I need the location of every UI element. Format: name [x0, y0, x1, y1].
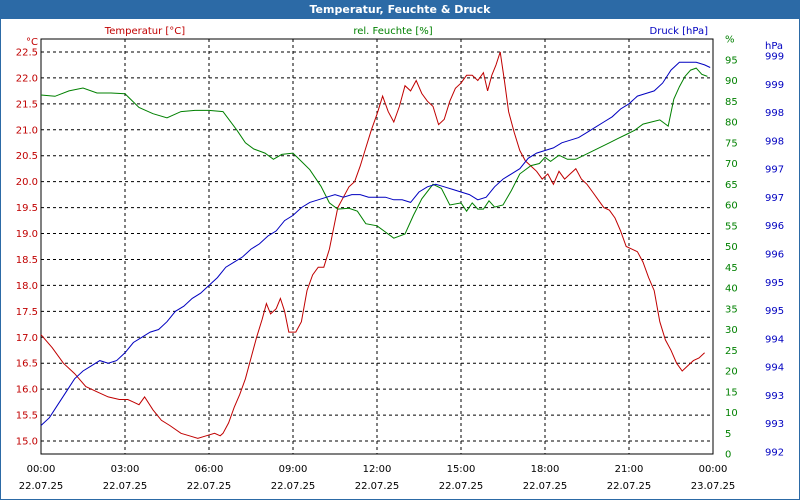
x-tick-time: 21:00 — [615, 464, 644, 475]
x-tick-time: 12:00 — [363, 464, 392, 475]
pressure-tick-label: 995 — [765, 278, 784, 289]
x-tick-date: 22.07.25 — [187, 481, 232, 492]
humidity-series-line — [40, 67, 708, 239]
humidity-tick-label: 75 — [725, 138, 738, 149]
pressure-tick-label: 996 — [765, 250, 784, 261]
temperature-tick-label: 20.0 — [16, 177, 38, 188]
x-tick-date: 22.07.25 — [103, 481, 148, 492]
temperature-tick-label: 16.5 — [16, 359, 38, 370]
humidity-tick-label: 55 — [725, 221, 738, 232]
x-tick-date: 22.07.25 — [439, 481, 484, 492]
temperature-series-line — [40, 51, 705, 439]
humidity-tick-label: 60 — [725, 201, 738, 212]
x-tick-time: 18:00 — [531, 464, 560, 475]
temperature-tick-label: 22.5 — [16, 47, 38, 58]
humidity-tick-label: 95 — [725, 55, 738, 66]
humidity-tick-label: 45 — [725, 263, 738, 274]
temperature-tick-label: 17.0 — [16, 333, 38, 344]
temperature-tick-label: 21.5 — [16, 99, 38, 110]
x-tick-date: 22.07.25 — [523, 481, 568, 492]
temperature-tick-label: 18.0 — [16, 281, 38, 292]
pressure-tick-label: 998 — [765, 136, 784, 147]
humidity-tick-label: 35 — [725, 304, 738, 315]
x-tick-date: 23.07.25 — [691, 481, 736, 492]
humidity-tick-label: 65 — [725, 180, 738, 191]
humidity-tick-label: 0 — [725, 450, 731, 461]
temperature-unit-label: °C — [26, 37, 38, 48]
pressure-tick-label: 994 — [765, 334, 784, 345]
pressure-tick-label: 999 — [765, 80, 784, 91]
pressure-tick-label: 998 — [765, 108, 784, 119]
humidity-tick-label: 80 — [725, 118, 738, 129]
temperature-tick-label: 20.5 — [16, 151, 38, 162]
humidity-tick-label: 15 — [725, 387, 738, 398]
temperature-tick-label: 18.5 — [16, 255, 38, 266]
legend-pressure: Druck [hPa] — [650, 26, 709, 37]
weather-chart: 15.0 15.5 16.0 16.5 17.0 17.5 18.0 18.5 19.0 19.5… — [16, 26, 784, 492]
x-tick-date: 22.07.25 — [271, 481, 316, 492]
x-tick-time: 09:00 — [279, 464, 308, 475]
chart-area: 15.0 15.5 16.0 16.5 17.0 17.5 18.0 18.5 19.0 19.5… — [1, 19, 799, 499]
legend-humidity: rel. Feuchte [%] — [353, 26, 432, 37]
x-tick-time: 00:00 — [699, 464, 728, 475]
humidity-tick-label: 85 — [725, 97, 738, 108]
x-tick-time: 00:00 — [27, 464, 56, 475]
x-tick-time: 06:00 — [195, 464, 224, 475]
pressure-tick-label: 995 — [765, 306, 784, 317]
pressure-tick-label: 999 — [765, 52, 784, 63]
temperature-tick-label: 15.0 — [16, 437, 38, 448]
temperature-tick-label: 21.0 — [16, 125, 38, 136]
humidity-tick-label: 40 — [725, 284, 738, 295]
humidity-tick-label: 5 — [725, 429, 731, 440]
pressure-tick-label: 993 — [765, 419, 784, 430]
x-tick-date: 22.07.25 — [355, 481, 400, 492]
temperature-tick-label: 16.0 — [16, 385, 38, 396]
pressure-tick-label: 992 — [765, 448, 784, 459]
x-tick-date: 22.07.25 — [607, 481, 652, 492]
pressure-tick-label: 997 — [765, 193, 784, 204]
humidity-tick-label: 90 — [725, 76, 738, 87]
humidity-tick-label: 70 — [725, 159, 738, 170]
humidity-tick-label: 25 — [725, 346, 738, 357]
pressure-unit-label: hPa — [765, 41, 783, 52]
legend-temperature: Temperatur [°C] — [104, 26, 185, 37]
pressure-tick-label: 997 — [765, 165, 784, 176]
temperature-tick-label: 19.5 — [16, 203, 38, 214]
temperature-tick-label: 17.5 — [16, 307, 38, 318]
humidity-tick-label: % — [725, 35, 735, 46]
x-tick-time: 15:00 — [447, 464, 476, 475]
pressure-tick-label: 996 — [765, 221, 784, 232]
temperature-tick-label: 22.0 — [16, 73, 38, 84]
window-title: Temperatur, Feuchte & Druck — [1, 1, 799, 19]
x-tick-time: 03:00 — [111, 464, 140, 475]
pressure-tick-label: 993 — [765, 391, 784, 402]
temperature-tick-label: 19.0 — [16, 229, 38, 240]
humidity-tick-label: 20 — [725, 367, 738, 378]
humidity-tick-label: 10 — [725, 408, 738, 419]
temperature-tick-label: 15.5 — [16, 411, 38, 422]
humidity-tick-label: 30 — [725, 325, 738, 336]
pressure-series-line — [40, 61, 711, 426]
pressure-tick-label: 994 — [765, 363, 784, 374]
humidity-tick-label: 50 — [725, 242, 738, 253]
x-tick-date: 22.07.25 — [19, 481, 64, 492]
